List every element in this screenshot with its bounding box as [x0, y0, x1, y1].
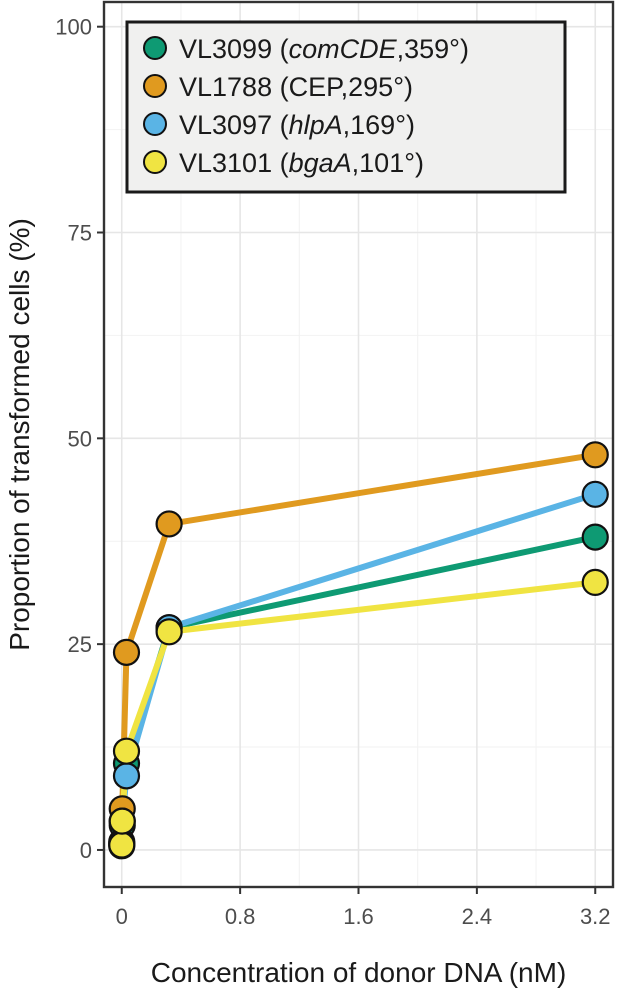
legend-marker — [143, 150, 167, 174]
x-axis-title: Concentration of donor DNA (nM) — [151, 957, 567, 988]
point-VL3097 — [112, 762, 141, 790]
x-tick-label: 0 — [116, 904, 128, 929]
legend-item-VL1788: VL1788 (CEP,295°) — [143, 72, 413, 102]
point-VL1788 — [155, 510, 183, 538]
y-axis-title: Proportion of transformed cells (%) — [4, 218, 35, 651]
legend-label: VL3097 (hlpA,169°) — [179, 110, 415, 140]
y-tick-label: 25 — [68, 632, 92, 657]
point-VL1788 — [112, 638, 141, 666]
legend: VL3099 (comCDE,359°) VL1788 (CEP,295°) VL3… — [125, 20, 567, 194]
y-tick-label: 75 — [68, 221, 92, 246]
x-tick-label: 3.2 — [580, 904, 611, 929]
legend-marker — [143, 74, 167, 98]
point-VL3099 — [581, 523, 609, 551]
legend-item-VL3097: VL3097 (hlpA,169°) — [143, 110, 415, 140]
x-tick-label: 0.8 — [225, 904, 256, 929]
point-VL3101 — [155, 618, 183, 646]
legend-marker — [143, 112, 167, 136]
y-tick-label: 100 — [55, 15, 92, 40]
y-tick-label: 0 — [80, 838, 92, 863]
legend-item-VL3101: VL3101 (bgaA,101°) — [143, 148, 424, 178]
point-VL3097 — [581, 480, 609, 508]
y-axis: 0 25 50 75 100 — [55, 15, 104, 863]
legend-item-VL3099: VL3099 (comCDE,359°) — [143, 34, 469, 64]
x-tick-label: 1.6 — [343, 904, 374, 929]
x-axis: 0 0.8 1.6 2.4 3.2 — [116, 887, 611, 929]
point-VL3101 — [581, 568, 609, 596]
legend-label: VL3099 (comCDE,359°) — [179, 34, 469, 64]
y-tick-label: 50 — [68, 426, 92, 451]
point-VL3101 — [108, 831, 136, 859]
legend-label: VL1788 (CEP,295°) — [179, 72, 413, 102]
point-VL3101 — [112, 737, 141, 765]
legend-box — [125, 20, 567, 194]
legend-label: VL3101 (bgaA,101°) — [179, 148, 424, 178]
legend-marker — [143, 36, 167, 60]
point-VL3101 — [108, 807, 136, 835]
series-points — [108, 441, 609, 860]
point-VL1788 — [581, 441, 609, 469]
x-tick-label: 2.4 — [462, 904, 493, 929]
